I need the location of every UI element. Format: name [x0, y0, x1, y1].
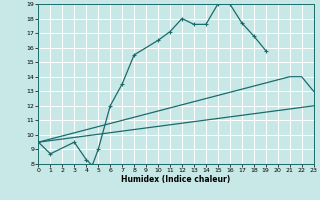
X-axis label: Humidex (Indice chaleur): Humidex (Indice chaleur): [121, 175, 231, 184]
